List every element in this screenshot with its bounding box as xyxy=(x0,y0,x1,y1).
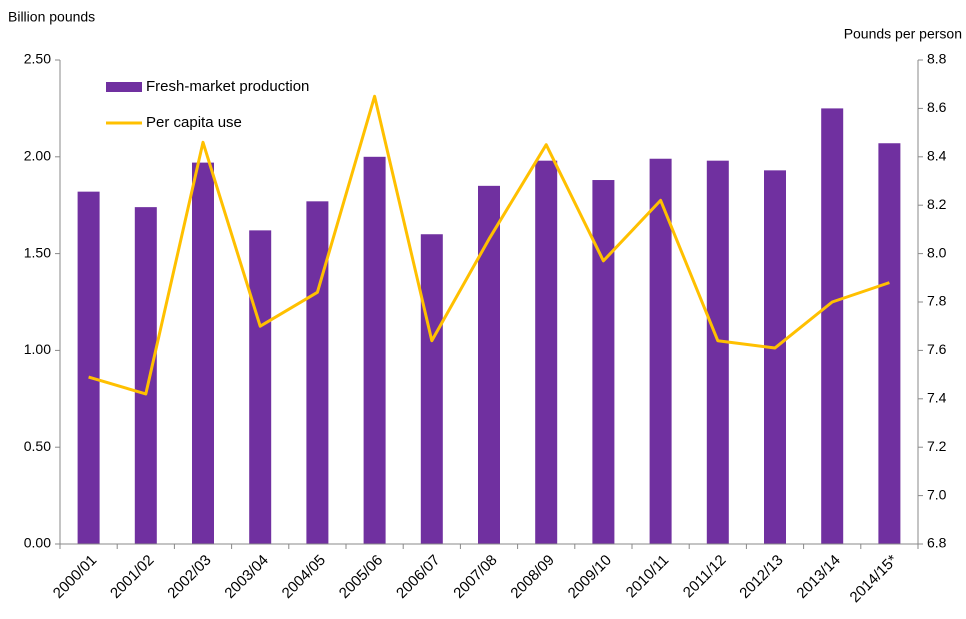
x-tick-label: 2003/04 xyxy=(221,552,271,602)
legend-swatch xyxy=(106,82,142,92)
x-tick-label: 2002/03 xyxy=(164,552,214,602)
bar xyxy=(478,185,500,544)
legend-label: Fresh-market production xyxy=(146,78,309,95)
bar xyxy=(192,162,214,544)
y-tick-label: 1.50 xyxy=(24,244,51,260)
y-tick-label: 0.00 xyxy=(24,535,51,551)
y2-tick-label: 7.8 xyxy=(927,293,947,309)
bar xyxy=(706,160,729,544)
y2-tick-label: 7.6 xyxy=(927,341,947,357)
x-tick-label: 2008/09 xyxy=(507,552,557,602)
y2-tick-label: 8.0 xyxy=(927,244,947,260)
bar xyxy=(249,230,272,545)
bar xyxy=(420,234,443,545)
bar xyxy=(306,201,329,544)
line xyxy=(88,94,890,396)
y2-tick-label: 7.2 xyxy=(927,438,947,454)
legend-label: Per capita use xyxy=(146,114,242,131)
x-tick-label: 2011/12 xyxy=(680,552,730,602)
y-tick-label: 2.00 xyxy=(24,148,51,164)
y2-tick-label: 7.0 xyxy=(927,486,947,502)
y2-tick-label: 8.8 xyxy=(927,51,947,67)
bar xyxy=(134,207,157,545)
y2-tick-label: 8.4 xyxy=(927,148,947,164)
bar xyxy=(649,158,672,544)
y-tick-label: 1.00 xyxy=(24,341,51,357)
x-tick-label: 2010/11 xyxy=(623,552,673,602)
y2-tick-label: 8.6 xyxy=(927,99,947,115)
x-tick-label: 2001/02 xyxy=(107,552,157,602)
bar xyxy=(878,143,901,545)
bar xyxy=(764,170,786,545)
y-axis-label: Billion pounds xyxy=(8,9,95,25)
bar xyxy=(821,108,844,545)
y-tick-label: 0.50 xyxy=(24,438,51,454)
x-tick-label: 2014/15* xyxy=(847,552,902,607)
x-tick-label: 2012/13 xyxy=(736,552,786,602)
bar xyxy=(77,191,100,544)
x-tick-label: 2013/14 xyxy=(793,552,843,602)
y-tick-label: 2.50 xyxy=(24,51,51,67)
y2-tick-label: 6.8 xyxy=(927,535,947,551)
x-tick-label: 2004/05 xyxy=(279,552,329,602)
bar xyxy=(535,160,558,544)
y2-tick-label: 7.4 xyxy=(927,390,947,406)
x-tick-label: 2006/07 xyxy=(393,552,443,602)
x-tick-label: 2000/01 xyxy=(50,552,100,602)
bar xyxy=(363,156,386,545)
x-tick-label: 2005/06 xyxy=(336,552,386,602)
y2-tick-label: 8.2 xyxy=(927,196,947,212)
y2-axis-label: Pounds per person xyxy=(844,26,962,42)
x-tick-label: 2007/08 xyxy=(450,552,500,602)
bar xyxy=(592,180,615,545)
x-tick-label: 2009/10 xyxy=(565,552,615,602)
